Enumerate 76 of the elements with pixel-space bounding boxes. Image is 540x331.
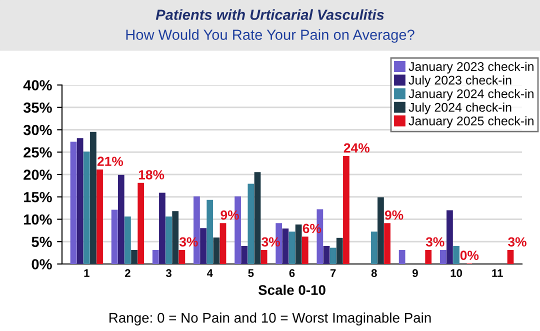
legend-label: January 2024 check-in — [408, 89, 534, 101]
data-label: 18% — [138, 170, 164, 180]
x-tick-label: 4 — [206, 269, 213, 277]
bar — [138, 182, 144, 264]
y-tick-label: 40% — [23, 80, 52, 90]
bar — [260, 250, 268, 264]
bar — [378, 197, 384, 264]
bar — [96, 169, 103, 264]
data-label: 24% — [344, 143, 370, 153]
x-tick-label: 11 — [492, 269, 503, 277]
bar — [111, 210, 118, 264]
bar — [83, 152, 90, 264]
x-tick-label: 10 — [450, 269, 462, 278]
bar — [70, 142, 77, 264]
data-label: 3% — [508, 237, 526, 247]
x-tick-label: 9 — [412, 269, 418, 278]
data-label: 9% — [384, 210, 404, 220]
x-tick-label: 6 — [289, 269, 295, 278]
bar — [507, 250, 514, 264]
bar — [178, 250, 186, 264]
y-tick-label: 35% — [23, 102, 52, 113]
y-tick-label: 5% — [32, 236, 52, 248]
x-tick-label: 5 — [248, 269, 254, 278]
bar — [330, 248, 336, 264]
bar — [131, 250, 138, 264]
y-tick-label: 0% — [32, 259, 52, 270]
bar — [288, 232, 296, 264]
data-label: 21% — [97, 156, 124, 166]
bar — [323, 246, 330, 264]
data-label: 3% — [426, 237, 444, 247]
bar — [90, 132, 96, 264]
bar — [254, 172, 261, 264]
chart-subtitle: How Would You Rate Your Pain on Average? — [126, 29, 414, 43]
bar — [76, 138, 84, 264]
bar — [425, 250, 432, 264]
data-label: 0% — [460, 250, 479, 260]
bar — [343, 156, 350, 264]
x-axis-title: Scale 0-10 — [258, 284, 326, 295]
bar — [172, 211, 179, 264]
bar — [302, 236, 308, 264]
y-tick-label: 30% — [23, 124, 52, 136]
bar — [370, 232, 378, 264]
bar — [248, 184, 254, 264]
y-tick-label: 10% — [24, 214, 52, 225]
bar — [206, 200, 214, 264]
legend-label: July 2024 check-in — [408, 102, 512, 114]
bar — [213, 237, 220, 264]
x-tick-label: 7 — [330, 269, 336, 277]
bar — [384, 223, 390, 264]
bar — [220, 223, 226, 264]
x-tick-label: 2 — [125, 269, 130, 277]
bar — [241, 246, 248, 264]
bar — [200, 228, 206, 264]
legend-label: January 2025 check-in — [408, 116, 534, 128]
bar — [295, 224, 302, 264]
bar — [166, 216, 172, 264]
x-tick-label: 1 — [84, 269, 90, 277]
bar — [336, 238, 343, 264]
legend-label: January 2023 check-in — [408, 62, 534, 74]
x-tick-label: 8 — [371, 269, 377, 278]
y-tick-label: 25% — [24, 147, 52, 158]
legend-label: July 2023 check-in — [408, 75, 512, 88]
bar — [446, 210, 453, 264]
bar — [118, 174, 124, 264]
bar — [398, 250, 406, 264]
bar — [453, 246, 460, 264]
bar — [159, 192, 166, 264]
bar — [152, 250, 159, 264]
bar — [124, 216, 131, 264]
bar — [440, 250, 446, 264]
y-tick-label: 15% — [24, 192, 52, 202]
chart-title: Patients with Urticarial Vasculitis — [156, 9, 384, 20]
x-tick-label: 3 — [166, 269, 172, 278]
text: Range: 0 = No Pain and 10 = Worst Imaginable Pain — [110, 312, 431, 326]
bar — [282, 228, 289, 264]
y-tick-label: 20% — [24, 170, 52, 180]
